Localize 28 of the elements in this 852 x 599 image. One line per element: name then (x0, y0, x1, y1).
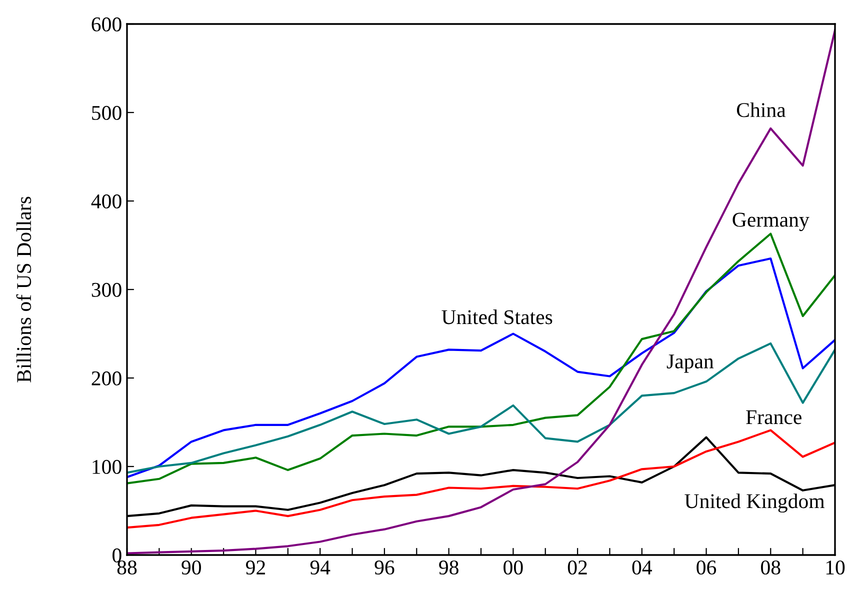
series-label: Japan (666, 354, 714, 373)
series-label: China (736, 102, 786, 118)
line-series (127, 342, 835, 474)
x-tick-label: 96 (374, 560, 394, 575)
x-tick-label: 88 (117, 560, 137, 575)
y-tick-label: 100 (92, 460, 122, 474)
x-tick-label: 00 (504, 560, 523, 575)
series-label: United States (442, 310, 552, 324)
x-tick-label: 02 (568, 560, 587, 575)
y-tick-label: 500 (92, 106, 122, 120)
y-tick-label: 400 (91, 194, 122, 208)
x-tick-label: 90 (182, 560, 201, 575)
x-tick-label: 08 (761, 560, 780, 575)
x-tick-label: 06 (696, 560, 716, 575)
series-label: United Kingdom (684, 494, 825, 513)
y-tick-label: 600 (92, 17, 122, 32)
y-tick-label: 300 (92, 282, 122, 297)
line-series (127, 429, 835, 529)
series-label: Germany (732, 212, 810, 232)
x-tick-label: 98 (439, 560, 458, 575)
y-axis-title: Billions of US Dollars (16, 196, 32, 382)
x-tick-label: 92 (246, 560, 265, 575)
x-tick-label: 10 (826, 560, 845, 575)
x-tick-label: 94 (310, 560, 330, 575)
y-tick-label: 200 (92, 371, 122, 386)
x-tick-label: 04 (632, 560, 652, 575)
y-tick-label: 0 (112, 548, 122, 562)
series-label: France (746, 410, 802, 424)
